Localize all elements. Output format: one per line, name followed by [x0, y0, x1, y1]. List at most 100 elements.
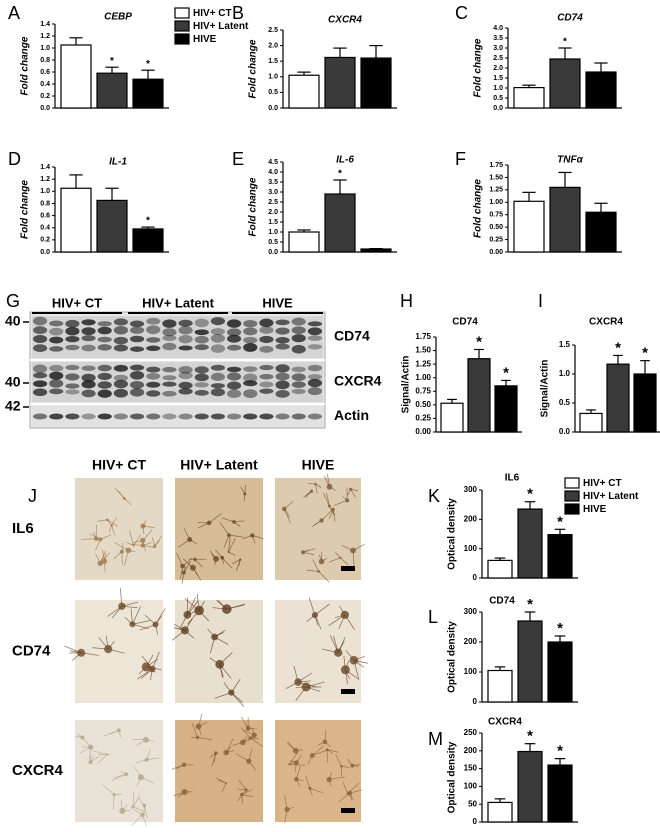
y-tick-label: 1.50 [489, 174, 503, 181]
micrograph-process [187, 600, 199, 616]
significance-mark: * [642, 345, 648, 362]
micrograph-process [302, 548, 316, 553]
micrograph-process [219, 664, 223, 678]
micrograph-process [125, 541, 134, 546]
bar [585, 71, 617, 109]
blot-band [275, 327, 290, 335]
legend-swatch [174, 33, 190, 45]
chart-title: CXCR4 [488, 717, 522, 728]
micrograph-process [319, 554, 322, 562]
micrograph-process [122, 810, 131, 812]
y-tick-label: 0.5 [493, 95, 503, 102]
micrograph-process [353, 656, 366, 661]
blot-band [210, 317, 226, 326]
micrograph-process [92, 750, 108, 755]
y-tick-label: 1.00 [415, 373, 431, 382]
micrograph-row-label: CXCR4 [12, 762, 64, 779]
y-tick-label: 1.25 [415, 359, 431, 368]
micrograph-process [89, 747, 92, 760]
micrograph-process [137, 668, 153, 680]
bar [494, 385, 518, 433]
micrograph-process [349, 793, 353, 802]
micrograph-process [191, 723, 198, 738]
micrograph-process [231, 692, 243, 703]
micrograph-process [176, 552, 183, 567]
micrograph-process [140, 776, 155, 784]
micrograph-process [178, 614, 188, 630]
blot-band [81, 373, 96, 382]
micrograph-process [107, 605, 123, 617]
micrograph-process [111, 525, 116, 536]
micrograph-process [329, 557, 341, 563]
y-axis-label: Optical density [447, 621, 458, 693]
micrograph-process [233, 520, 245, 523]
y-axis-label: Fold change [248, 39, 259, 98]
micrograph-process [232, 559, 241, 565]
micrograph-process [210, 636, 215, 654]
micrograph-process [294, 762, 297, 773]
blot-band [243, 327, 258, 336]
blot-band [243, 320, 258, 328]
micrograph-process [243, 729, 255, 736]
micrograph-process [108, 648, 125, 654]
blot-band [307, 374, 322, 380]
chart-title: CD74 [452, 317, 478, 328]
y-tick-label: 1.2 [40, 176, 50, 183]
micrograph-process [314, 614, 319, 626]
y-tick-label: 0.00 [415, 427, 431, 436]
micrograph-process [328, 509, 334, 519]
micrograph-process [219, 664, 232, 679]
blot-band [291, 413, 306, 420]
y-tick-label: 0.5 [268, 239, 278, 246]
blot-band [194, 318, 209, 328]
micrograph-process [104, 561, 106, 573]
y-axis-label: Optical density [447, 498, 458, 570]
micrograph-process [318, 571, 330, 583]
blot-band [97, 321, 112, 327]
blot-band [291, 317, 306, 326]
blot-band [33, 364, 48, 374]
blot-band [291, 344, 306, 354]
legend-swatch [174, 7, 190, 19]
micrograph-process [82, 737, 93, 749]
micrograph-process [146, 757, 160, 761]
micrograph-process [136, 777, 142, 787]
y-tick-label: 1.75 [415, 332, 431, 341]
micrograph-process [306, 614, 316, 623]
micrograph-process [197, 737, 213, 741]
y-tick-label: 200 [464, 514, 478, 523]
y-axis-label: Fold change [20, 180, 31, 239]
micrograph-process [353, 659, 368, 664]
panel-letter: F [455, 149, 466, 169]
bar [467, 358, 491, 433]
blot-band [259, 373, 274, 380]
blot-band [178, 388, 193, 395]
micrograph-process [335, 552, 341, 559]
micrograph-process [198, 721, 208, 727]
micrograph-process [89, 533, 101, 540]
micrograph-process [295, 749, 303, 752]
blot-band [65, 413, 80, 420]
micrograph-process [221, 557, 225, 565]
bar [517, 508, 543, 579]
micrograph-process [228, 534, 244, 538]
micrograph-process [244, 484, 246, 495]
blot-band [33, 334, 48, 343]
y-tick-label: 3.5 [493, 35, 503, 42]
blot-band [81, 380, 96, 389]
y-tick-label: 2.0 [268, 42, 278, 49]
micrograph-process [207, 628, 215, 638]
micrograph-process [139, 624, 156, 631]
micrograph-process [114, 542, 129, 551]
micrograph-process [345, 669, 348, 685]
y-tick-label: 2.5 [493, 55, 503, 62]
blot-band [227, 372, 242, 381]
blot-band [113, 413, 128, 420]
blot-band [33, 413, 48, 420]
scale-bar [341, 689, 355, 694]
micrograph-process [130, 806, 143, 816]
panel-letter: E [232, 149, 244, 169]
micrograph-process [232, 742, 244, 746]
y-tick-label: 1.0 [268, 229, 278, 236]
blot-band [33, 380, 48, 388]
